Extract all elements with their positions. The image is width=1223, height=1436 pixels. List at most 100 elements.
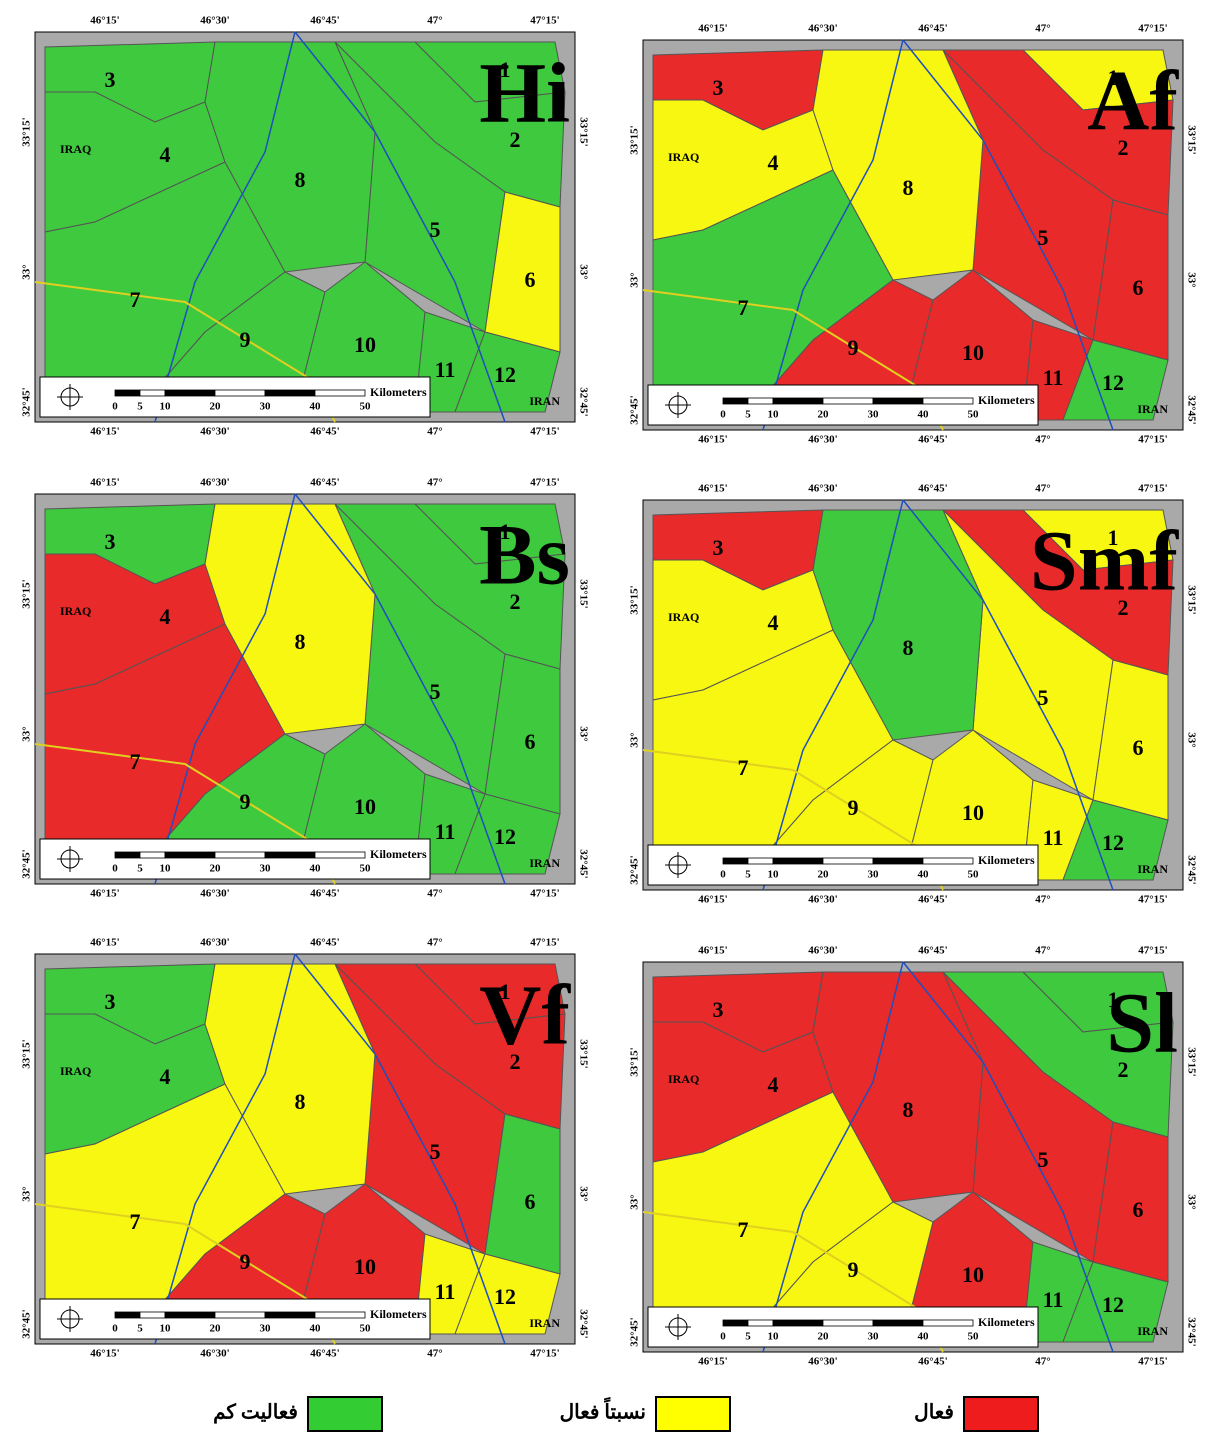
- country-label: IRAQ: [668, 610, 699, 624]
- lon-label: 46°15': [698, 483, 727, 495]
- scale-bar: [215, 390, 265, 396]
- scale-bar: [773, 858, 823, 864]
- scale-bar: [823, 398, 873, 404]
- scale-label: 30: [260, 401, 272, 413]
- scale-label: 30: [260, 863, 272, 875]
- scale-bar: [140, 852, 165, 858]
- country-label: IRAQ: [668, 150, 699, 164]
- scale-unit: Kilometers: [978, 1315, 1035, 1329]
- scale-label: 50: [968, 869, 980, 881]
- scale-label: 10: [768, 409, 780, 421]
- scale-bar: [773, 1320, 823, 1326]
- basin-label: 12: [494, 362, 516, 387]
- scale-label: 10: [768, 1331, 780, 1343]
- scale-bar: [923, 1320, 973, 1326]
- lon-label: 47°: [1035, 1356, 1050, 1368]
- lon-label: 47°15': [1138, 945, 1167, 957]
- basin-label: 12: [1102, 830, 1124, 855]
- lat-label: 32°45': [1185, 1317, 1197, 1346]
- scale-label: 10: [160, 863, 172, 875]
- country-label: IRAQ: [60, 604, 91, 618]
- lon-label: 47°: [1035, 23, 1050, 35]
- lon-label: 46°15': [698, 1356, 727, 1368]
- basin-label: 11: [435, 1279, 456, 1304]
- scale-label: 40: [310, 863, 322, 875]
- lon-label: 47°15': [530, 937, 559, 949]
- lon-label: 47°15': [530, 477, 559, 489]
- scale-bar: [873, 398, 923, 404]
- lon-label: 47°: [1035, 894, 1050, 906]
- country-label: IRAN: [1137, 862, 1168, 876]
- country-label: IRAQ: [668, 1072, 699, 1086]
- basin-label: 6: [525, 1189, 536, 1214]
- lat-label: 32°45': [1185, 855, 1197, 884]
- lat-label: 32°45': [577, 1309, 589, 1338]
- map-panel: 123456789101112IRAQIRANAf051020304050Kil…: [629, 23, 1198, 446]
- legend-swatch: [308, 1397, 382, 1431]
- scale-label: 50: [360, 401, 372, 413]
- lat-label: 33°15': [629, 1047, 641, 1076]
- basin-label: 5: [1038, 225, 1049, 250]
- lon-label: 46°30': [808, 894, 837, 906]
- lon-label: 47°15': [530, 888, 559, 900]
- legend-label: نسبتاً فعال: [560, 1397, 646, 1423]
- country-label: IRAN: [529, 1316, 560, 1330]
- lon-label: 46°45': [918, 23, 947, 35]
- basin-label: 10: [354, 794, 376, 819]
- basin-label: 7: [738, 1217, 749, 1242]
- lat-label: 32°45': [629, 1317, 641, 1346]
- lat-label: 33°: [21, 726, 33, 741]
- lat-label: 33°15': [577, 579, 589, 608]
- lat-label: 33°15': [629, 125, 641, 154]
- scale-bar: [115, 852, 140, 858]
- lat-label: 33°15': [1185, 125, 1197, 154]
- scale-bar: [115, 390, 140, 396]
- lon-label: 46°45': [918, 1356, 947, 1368]
- country-label: IRAQ: [60, 142, 91, 156]
- lon-label: 47°15': [1138, 23, 1167, 35]
- scale-label: 30: [868, 869, 880, 881]
- scale-label: 10: [160, 401, 172, 413]
- lon-label: 47°: [427, 888, 442, 900]
- basin-label: 5: [1038, 685, 1049, 710]
- lat-label: 33°15': [21, 1039, 33, 1068]
- lat-label: 33°: [629, 732, 641, 747]
- scale-bar: [923, 858, 973, 864]
- basin-label: 12: [494, 1284, 516, 1309]
- lon-label: 47°: [427, 15, 442, 27]
- basin-label: 4: [160, 604, 171, 629]
- lon-label: 46°30': [808, 483, 837, 495]
- map-panel: 123456789101112IRAQIRANBs051020304050Kil…: [21, 477, 590, 900]
- lon-label: 46°15': [698, 434, 727, 446]
- lon-label: 47°15': [1138, 1356, 1167, 1368]
- scale-unit: Kilometers: [978, 853, 1035, 867]
- basin-label: 6: [1133, 735, 1144, 760]
- basin-label: 6: [1133, 275, 1144, 300]
- basin-label: 3: [713, 535, 724, 560]
- scale-label: 30: [260, 1323, 272, 1335]
- scale-label: 5: [137, 863, 143, 875]
- scale-bar: [315, 852, 365, 858]
- lat-label: 33°15': [577, 1039, 589, 1068]
- basin-label: 3: [105, 989, 116, 1014]
- basin-label: 3: [105, 529, 116, 554]
- scale-bar: [873, 858, 923, 864]
- lon-label: 46°45': [310, 15, 339, 27]
- scale-bar: [773, 398, 823, 404]
- lat-label: 33°15': [1185, 585, 1197, 614]
- country-label: IRAN: [529, 856, 560, 870]
- basin-label: 4: [768, 610, 779, 635]
- lon-label: 46°30': [808, 434, 837, 446]
- scale-label: 20: [818, 409, 830, 421]
- lat-label: 33°: [1185, 272, 1197, 287]
- lon-label: 46°45': [918, 945, 947, 957]
- basin-label: 9: [240, 327, 251, 352]
- scale-bar: [215, 1312, 265, 1318]
- scale-unit: Kilometers: [978, 393, 1035, 407]
- scale-bar: [748, 398, 773, 404]
- lat-label: 32°45': [21, 849, 33, 878]
- basin-label: 8: [295, 167, 306, 192]
- lon-label: 46°15': [90, 888, 119, 900]
- basin-label: 10: [354, 332, 376, 357]
- scale-label: 40: [918, 1331, 930, 1343]
